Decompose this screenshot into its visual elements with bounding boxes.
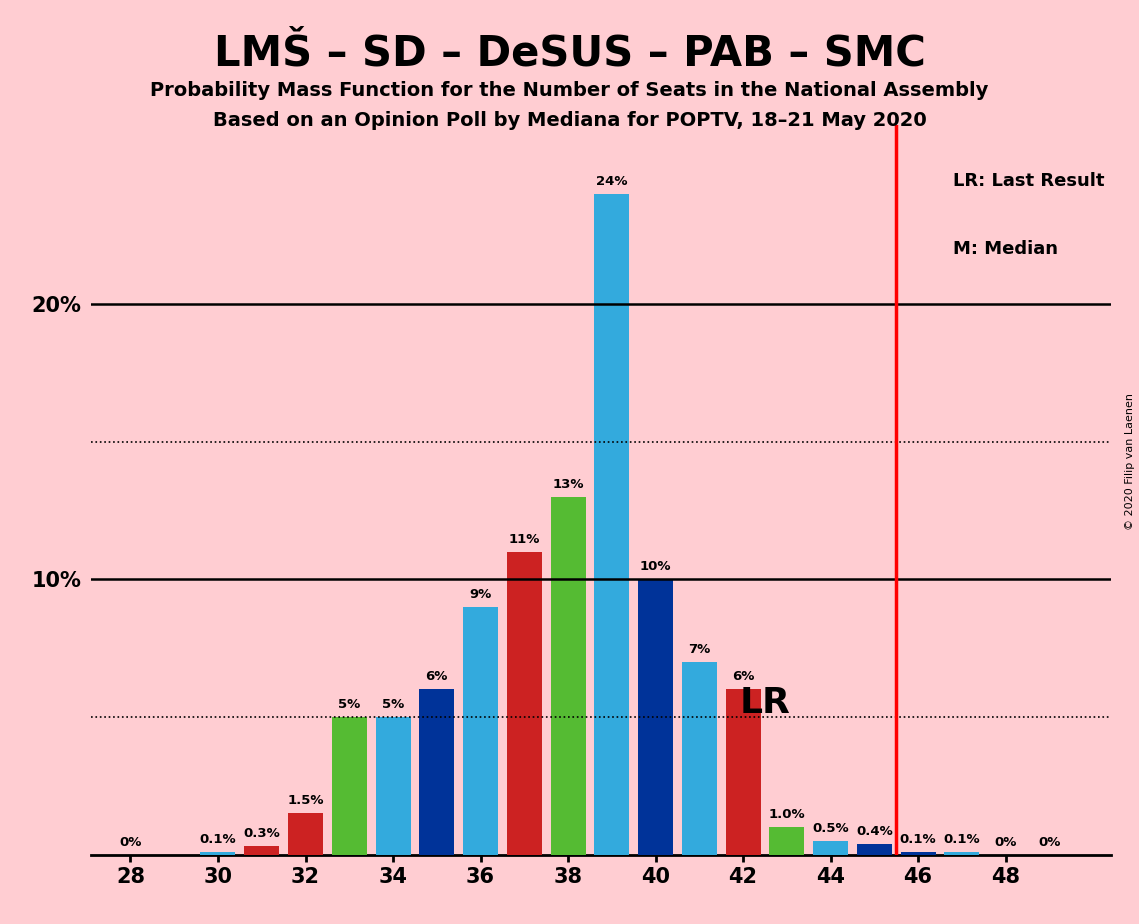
Bar bbox=[682, 662, 716, 855]
Bar bbox=[419, 689, 454, 855]
Text: 5%: 5% bbox=[382, 698, 404, 711]
Text: 7%: 7% bbox=[688, 643, 711, 656]
Bar bbox=[331, 717, 367, 855]
Text: Based on an Opinion Poll by Mediana for POPTV, 18–21 May 2020: Based on an Opinion Poll by Mediana for … bbox=[213, 111, 926, 130]
Text: 13%: 13% bbox=[552, 478, 584, 491]
Bar bbox=[901, 852, 935, 855]
Text: 0%: 0% bbox=[1038, 835, 1060, 848]
Text: 0.3%: 0.3% bbox=[244, 827, 280, 840]
Text: M: Median: M: Median bbox=[953, 240, 1058, 259]
Text: LMŠ – SD – DeSUS – PAB – SMC: LMŠ – SD – DeSUS – PAB – SMC bbox=[214, 32, 925, 74]
Text: 0%: 0% bbox=[994, 835, 1017, 848]
Text: 6%: 6% bbox=[732, 671, 754, 684]
Bar bbox=[813, 841, 849, 855]
Text: © 2020 Filip van Laenen: © 2020 Filip van Laenen bbox=[1125, 394, 1134, 530]
Text: 1.0%: 1.0% bbox=[769, 808, 805, 821]
Text: 0.5%: 0.5% bbox=[812, 821, 849, 835]
Text: 1.5%: 1.5% bbox=[287, 795, 323, 808]
Text: Probability Mass Function for the Number of Seats in the National Assembly: Probability Mass Function for the Number… bbox=[150, 81, 989, 101]
Text: 9%: 9% bbox=[469, 588, 492, 601]
Bar bbox=[464, 607, 498, 855]
Bar bbox=[857, 844, 892, 855]
Text: 11%: 11% bbox=[509, 532, 540, 546]
Text: 0.1%: 0.1% bbox=[900, 833, 936, 845]
Text: LR: LR bbox=[739, 687, 790, 720]
Bar bbox=[376, 717, 410, 855]
Text: 24%: 24% bbox=[596, 175, 628, 188]
Bar bbox=[288, 813, 323, 855]
Bar bbox=[769, 827, 804, 855]
Text: 0%: 0% bbox=[120, 835, 141, 848]
Text: LR: Last Result: LR: Last Result bbox=[953, 172, 1105, 189]
Text: 6%: 6% bbox=[426, 671, 448, 684]
Bar bbox=[507, 552, 542, 855]
Text: 5%: 5% bbox=[338, 698, 360, 711]
Bar bbox=[200, 852, 236, 855]
Text: 0.4%: 0.4% bbox=[855, 824, 893, 838]
Bar bbox=[244, 846, 279, 855]
Text: 0.1%: 0.1% bbox=[199, 833, 236, 845]
Bar bbox=[595, 194, 629, 855]
Bar bbox=[550, 496, 585, 855]
Text: 0.1%: 0.1% bbox=[943, 833, 980, 845]
Bar bbox=[726, 689, 761, 855]
Text: M: M bbox=[550, 659, 585, 693]
Bar bbox=[638, 579, 673, 855]
Bar bbox=[944, 852, 980, 855]
Text: 10%: 10% bbox=[640, 560, 671, 573]
